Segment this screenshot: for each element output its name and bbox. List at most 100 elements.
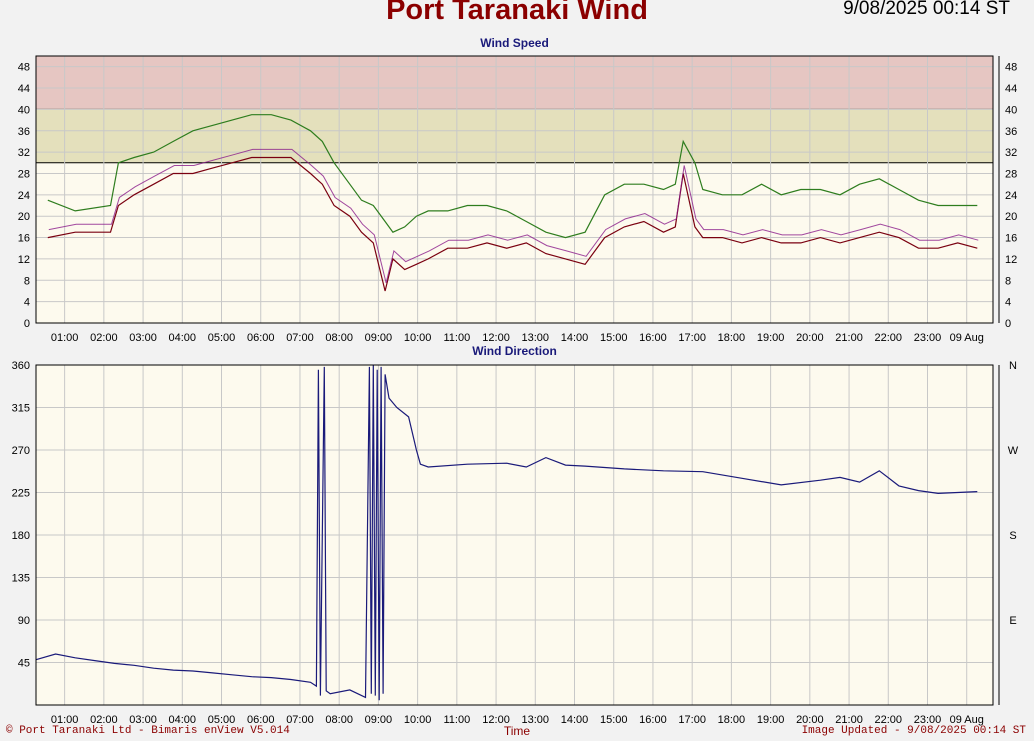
y-tick-label-left: 24: [18, 190, 30, 202]
wind-speed-panel: 01:00 02:00 03:00 04:00 05:00 06:00 07:00 08:00…: [18, 36, 1018, 344]
x-tick-label: 15:00: [600, 714, 628, 726]
timestamp: 9/08/2025 00:14 ST: [843, 0, 1010, 19]
x-tick-label: 23:00: [914, 714, 942, 726]
y-tick-label-left: 45: [18, 658, 30, 670]
wind-direction-panel: 01:00 02:00 03:00 04:00 05:00 06:00 07:00 08:00…: [12, 344, 1019, 726]
x-tick-label: 15:00: [600, 332, 628, 344]
x-tick-label: 14:00: [561, 332, 589, 344]
x-tick-label: 16:00: [639, 332, 667, 344]
y-tick-label-right: 12: [1005, 254, 1017, 266]
y-tick-label-left: 8: [24, 275, 30, 287]
x-tick-label: 09 Aug: [950, 714, 984, 726]
y-tick-label-left: 4: [24, 297, 30, 309]
time-axis-label: Time: [503, 724, 531, 738]
panel-title: Wind Direction: [472, 344, 557, 358]
x-tick-label: 20:00: [796, 332, 824, 344]
x-tick-label: 21:00: [835, 332, 863, 344]
x-tick-label: 06:00: [247, 332, 275, 344]
y-tick-label-left: 270: [12, 445, 30, 457]
x-tick-label: 01:00: [51, 332, 79, 344]
x-tick-label: 19:00: [757, 714, 785, 726]
x-tick-label: 20:00: [796, 714, 824, 726]
x-tick-label: 04:00: [169, 332, 197, 344]
image-updated-footer: Image Updated - 9/08/2025 00:14 ST: [801, 725, 1026, 737]
x-tick-label: 05:00: [208, 714, 236, 726]
y-tick-label-right: 24: [1005, 190, 1017, 202]
panel-title: Wind Speed: [480, 36, 549, 50]
series-line-1: [47, 156, 978, 292]
x-tick-label: 10:00: [404, 714, 432, 726]
x-tick-label: 06:00: [247, 714, 275, 726]
x-tick-label: 08:00: [325, 714, 353, 726]
y-tick-label-left: 90: [18, 615, 30, 627]
y-tick-label-left: 48: [18, 62, 30, 74]
y-tick-label-left: 135: [12, 573, 30, 585]
y-tick-label-left: 360: [12, 360, 30, 372]
x-tick-label: 22:00: [875, 332, 903, 344]
x-tick-label: 12:00: [482, 714, 510, 726]
x-tick-label: 21:00: [835, 714, 863, 726]
x-tick-label: 19:00: [757, 332, 785, 344]
y-tick-label-right: 4: [1005, 297, 1011, 309]
x-tick-label: 13:00: [522, 332, 550, 344]
x-tick-label: 05:00: [208, 332, 236, 344]
x-tick-label: 07:00: [286, 332, 314, 344]
x-tick-label: 01:00: [51, 714, 79, 726]
x-tick-label: 18:00: [718, 332, 746, 344]
x-tick-label: 13:00: [522, 714, 550, 726]
threshold-band-0: [36, 56, 993, 110]
y-tick-label-right: 0: [1005, 318, 1011, 330]
y-tick-label-right: 44: [1005, 83, 1017, 95]
series-line-0: [35, 364, 978, 701]
y-tick-label-left: 40: [18, 104, 30, 116]
y-tick-label-right: 20: [1005, 211, 1017, 223]
x-tick-label: 09 Aug: [950, 332, 984, 344]
y-tick-label-right: 32: [1005, 147, 1017, 159]
x-tick-label: 09:00: [365, 332, 393, 344]
y-tick-label-right: 36: [1005, 126, 1017, 138]
y-tick-label-left: 20: [18, 211, 30, 223]
y-tick-label-left: 315: [12, 403, 30, 415]
y-tick-label-right: 48: [1005, 62, 1017, 74]
x-tick-label: 10:00: [404, 332, 432, 344]
y-tick-label-right: 28: [1005, 168, 1017, 180]
series-line-0: [47, 114, 978, 239]
x-tick-label: 08:00: [325, 332, 353, 344]
y-tick-label-right: 16: [1005, 233, 1017, 245]
y-tick-label-left: 12: [18, 254, 30, 266]
y-tick-label-left: 180: [12, 530, 30, 542]
x-tick-label: 07:00: [286, 714, 314, 726]
x-tick-label: 02:00: [90, 714, 118, 726]
y-tick-label-right: 8: [1005, 275, 1011, 287]
threshold-band-1: [36, 109, 993, 163]
y-tick-label-left: 32: [18, 147, 30, 159]
chart-title: Port Taranaki Wind: [386, 0, 648, 26]
compass-label-S: S: [1009, 530, 1016, 542]
x-tick-label: 03:00: [129, 714, 157, 726]
compass-label-E: E: [1009, 615, 1016, 627]
x-tick-label: 17:00: [678, 332, 706, 344]
y-tick-label-left: 225: [12, 488, 30, 500]
x-tick-label: 04:00: [169, 714, 197, 726]
y-tick-label-left: 44: [18, 83, 30, 95]
x-tick-label: 23:00: [914, 332, 942, 344]
x-tick-label: 12:00: [482, 332, 510, 344]
x-tick-label: 11:00: [443, 332, 470, 344]
copyright-footer: © Port Taranaki Ltd - Bimaris enView V5.…: [6, 725, 290, 737]
y-tick-label-right: 40: [1005, 104, 1017, 116]
y-tick-label-left: 16: [18, 233, 30, 245]
plot-frame: [35, 55, 994, 324]
compass-label-W: W: [1008, 445, 1019, 457]
y-tick-label-left: 28: [18, 168, 30, 180]
compass-label-N: N: [1009, 360, 1017, 372]
y-tick-label-left: 36: [18, 126, 30, 138]
x-tick-label: 09:00: [365, 714, 393, 726]
plot-frame: [35, 364, 994, 706]
x-tick-label: 14:00: [561, 714, 589, 726]
x-tick-label: 11:00: [443, 714, 470, 726]
y-tick-label-left: 0: [24, 318, 30, 330]
series-line-avg-purple: [48, 148, 979, 284]
x-tick-label: 03:00: [129, 332, 157, 344]
x-tick-label: 17:00: [678, 714, 706, 726]
